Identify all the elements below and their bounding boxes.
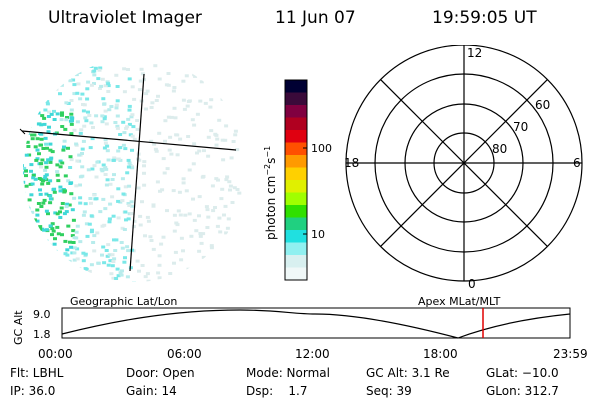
dsp-readout: Dsp: 1.7 [246, 384, 308, 398]
polar-mlat-mlt-plot: 12 0 18 6 60 70 80 [344, 45, 583, 290]
time-label: 19:59:05 UT [432, 8, 537, 28]
glat-readout: GLat: −10.0 [486, 366, 559, 380]
x-tick-label-0000: 00:00 [38, 347, 73, 361]
seq-readout: Seq: 39 [366, 384, 412, 398]
x-tick-label-1200: 12:00 [295, 347, 330, 361]
filter-readout: Flt: LBHL [10, 366, 64, 380]
lat-label-70: 70 [513, 120, 528, 134]
mlt-label-right: 6 [573, 156, 581, 170]
grid-tick [19, 128, 26, 135]
mlt-label-left: 18 [344, 156, 359, 170]
y-tick-label-high: 9.0 [33, 308, 51, 321]
gc-alt-readout: GC Alt: 3.1 Re [366, 366, 450, 380]
colorbar-gradient [285, 80, 307, 281]
lat-label-80: 80 [492, 142, 507, 156]
mode-readout: Mode: Normal [246, 366, 330, 380]
orbit-timeline: 9.0 1.8 GC Alt 00:00 06:00 12:00 18:00 2… [12, 307, 588, 361]
date-label: 11 Jun 07 [275, 8, 356, 28]
latitude-grid-line [21, 130, 237, 151]
door-readout: Door: Open [126, 366, 195, 380]
polar-diagonal-2 [380, 79, 548, 247]
colorbar-tick-label-10: 10 [311, 228, 325, 241]
gain-readout: Gain: 14 [126, 384, 177, 398]
timeline-right-title: Apex MLat/MLT [418, 295, 501, 308]
y-axis-label: GC Alt [12, 310, 25, 345]
colorbar-tick-label-100: 100 [311, 142, 332, 155]
ip-readout: IP: 36.0 [10, 384, 56, 398]
x-tick-label-0600: 06:00 [167, 347, 202, 361]
altitude-curve [61, 309, 571, 339]
timeline-frame [61, 307, 571, 339]
colorbar: 100 10 photon cm−2s−1 [263, 79, 332, 281]
instrument-title: Ultraviolet Imager [48, 8, 202, 28]
glon-readout: GLon: 312.7 [486, 384, 559, 398]
x-tick-label-1800: 18:00 [423, 347, 458, 361]
mlt-label-bottom: 0 [468, 277, 476, 290]
lat-label-60: 60 [535, 98, 550, 112]
auroral-image [23, 60, 247, 282]
colorbar-unit-label: photon cm−2s−1 [263, 146, 278, 240]
y-tick-label-low: 1.8 [33, 328, 51, 341]
longitude-grid-line [129, 73, 145, 272]
x-tick-label-2359: 23:59 [553, 347, 588, 361]
timeline-left-title: Geographic Lat/Lon [70, 295, 178, 308]
mlt-label-top: 12 [467, 46, 482, 60]
